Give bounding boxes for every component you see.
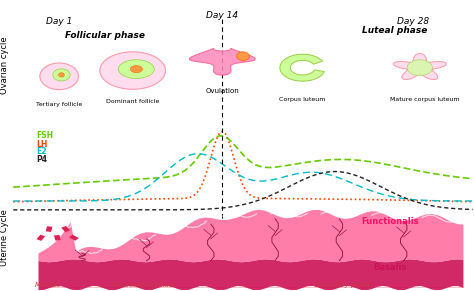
Ellipse shape — [100, 52, 165, 89]
Text: Mature corpus luteum: Mature corpus luteum — [390, 97, 459, 102]
Text: LH: LH — [36, 140, 47, 149]
Polygon shape — [190, 48, 255, 75]
Polygon shape — [393, 54, 446, 79]
Text: Ovulation: Ovulation — [205, 88, 239, 94]
Ellipse shape — [59, 73, 64, 77]
Text: Secretory phase: Secretory phase — [315, 282, 373, 288]
Text: Basalis: Basalis — [373, 263, 407, 272]
Polygon shape — [69, 235, 79, 241]
Ellipse shape — [407, 60, 432, 76]
Text: Corpus luteum: Corpus luteum — [280, 97, 326, 102]
Ellipse shape — [118, 60, 154, 79]
Polygon shape — [36, 235, 45, 241]
Text: Menses: Menses — [35, 282, 61, 288]
Text: Day 1: Day 1 — [46, 17, 73, 26]
Ellipse shape — [53, 69, 70, 81]
Text: Luteal phase: Luteal phase — [362, 26, 427, 35]
Text: Uterine Cycle: Uterine Cycle — [0, 209, 9, 266]
Text: Proliferative phase: Proliferative phase — [111, 282, 177, 288]
Polygon shape — [38, 210, 464, 262]
Text: Day 28: Day 28 — [397, 17, 429, 26]
Ellipse shape — [237, 52, 249, 61]
Ellipse shape — [40, 63, 79, 90]
Text: E2: E2 — [36, 147, 47, 156]
Polygon shape — [46, 226, 53, 232]
Text: Functionalis: Functionalis — [361, 217, 419, 226]
Ellipse shape — [130, 65, 142, 73]
Text: Tertiary follicle: Tertiary follicle — [36, 102, 82, 107]
Text: Day 14: Day 14 — [206, 11, 238, 20]
Polygon shape — [54, 235, 61, 241]
Text: Dominant follicle: Dominant follicle — [106, 100, 159, 104]
Text: P4: P4 — [36, 155, 47, 164]
Polygon shape — [38, 259, 464, 290]
Text: Ovarian cycle: Ovarian cycle — [0, 36, 9, 94]
Text: FSH: FSH — [36, 131, 54, 140]
Polygon shape — [280, 54, 324, 81]
Polygon shape — [61, 226, 70, 232]
Text: Follicular phase: Follicular phase — [65, 31, 145, 40]
